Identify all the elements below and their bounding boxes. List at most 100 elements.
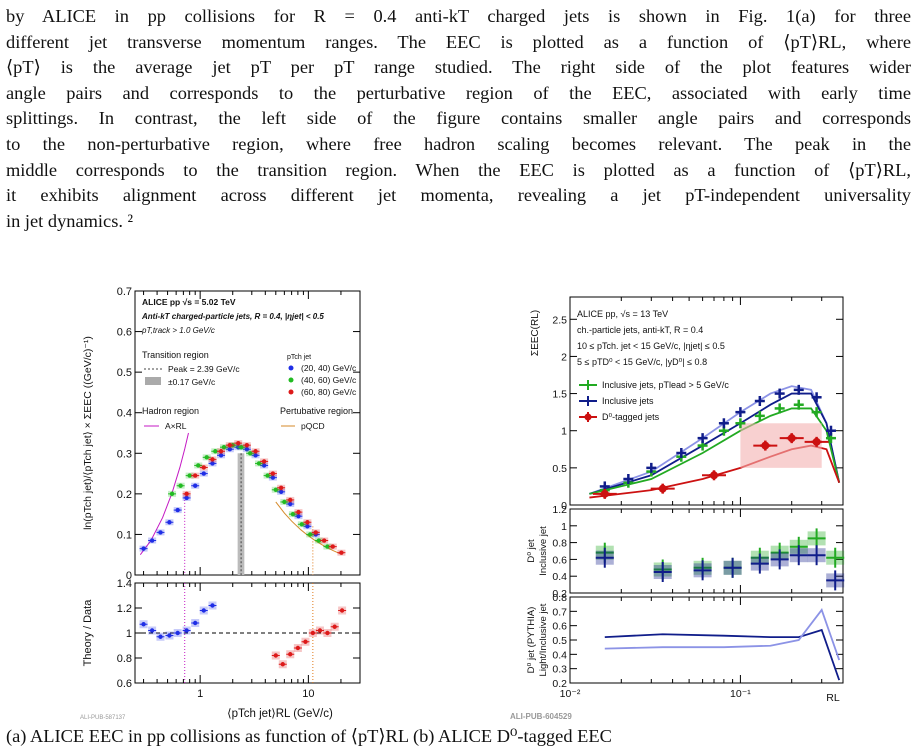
legend-band [145, 377, 161, 385]
pub-label: ALI-PUB-604529 [510, 712, 572, 721]
pythia-ratio-line [604, 628, 841, 681]
legend-label: (60, 80) GeV/c [301, 387, 357, 397]
y-tick-label: 1 [126, 628, 132, 640]
y-tick-label: 0.3 [552, 664, 567, 676]
data-point [221, 445, 227, 450]
data-point [227, 442, 233, 448]
data-point [270, 475, 276, 480]
chart-header: ch.-particle jets, anti-kT, R = 0.4 [577, 325, 703, 335]
y-tick-label: 0.2 [117, 489, 132, 501]
data-point [213, 449, 218, 454]
y-tick-label: 0.4 [552, 649, 567, 661]
legend-label: (40, 60) GeV/c [301, 375, 357, 385]
body-paragraph: by ALICE in pp collisions for R = 0.4 an… [6, 4, 911, 234]
data-point [184, 491, 189, 497]
y-tick-label: 0.3 [117, 448, 132, 460]
ratio-point [317, 628, 323, 633]
ratio-point [158, 634, 163, 639]
pqcd-curve [275, 501, 342, 555]
data-point [308, 532, 313, 537]
ratio-point [141, 622, 146, 627]
y-tick-label: 0.5 [552, 635, 567, 647]
data-point [710, 471, 719, 480]
data-point [339, 550, 344, 555]
figure-left: 0 0.1 0.2 0.3 0.4 0.5 0.6 0.7 0.6 0.8 1 1.2 1.4 1 10 ⟨p… [80, 286, 361, 721]
ratio-point [175, 630, 180, 636]
ratio-label: Light/Inclusive jet [538, 603, 549, 676]
chart-header: ALICE pp √s = 5.02 TeV [142, 297, 236, 307]
paragraph-line: splittings. In contrast, the left side o… [6, 108, 911, 129]
panel-frame [569, 296, 844, 506]
data-point [273, 487, 278, 492]
data-point [256, 461, 262, 466]
panel-frame [569, 508, 844, 594]
data-point [296, 513, 301, 519]
data-point [305, 524, 310, 529]
data-point [296, 509, 301, 515]
y-tick-label: 0.8 [552, 538, 567, 550]
ratio-point [332, 624, 337, 629]
data-point [265, 473, 270, 478]
x-tick-label: 1 [197, 688, 203, 700]
data-point [196, 463, 201, 468]
ratio-point [295, 645, 301, 651]
panel-frame [569, 596, 844, 684]
ratio-point [288, 652, 293, 657]
data-point [761, 441, 770, 450]
legend-label: pQCD [301, 421, 325, 431]
paragraph-line: in jet dynamics. ² [6, 210, 134, 231]
data-point [141, 546, 146, 551]
y-tick-label: 1 [561, 521, 567, 533]
legend-marker [288, 389, 294, 395]
y-tick-label: 0.4 [552, 571, 567, 583]
ratio-point [280, 662, 285, 667]
data-point [184, 495, 189, 501]
legend-label: ±0.17 GeV/c [168, 377, 216, 387]
top-panel-frame [134, 290, 361, 576]
paragraph-line: different jet transverse momentum ranges… [6, 31, 911, 52]
y-axis-label: ΣEEC(RL) [530, 310, 541, 356]
data-point [299, 522, 305, 527]
y-tick-label: 0.8 [117, 653, 132, 665]
hadron-fit-curve [139, 432, 189, 556]
y-tick-label: 0.2 [552, 678, 567, 690]
y-tick-label: 0.7 [117, 286, 132, 298]
figure-right: 0 0.5 1 1.5 2 2.5 0.2 0.4 0.6 0.8 1 1.2 0.2 0.3 0.4 0.5… [510, 296, 845, 721]
data-point [178, 483, 183, 488]
data-point [290, 511, 296, 517]
legend-label: (20, 40) GeV/c [301, 363, 357, 373]
x-tick-label: 10⁻² [560, 688, 581, 700]
chart-header: 5 ≤ pTD⁰ < 15 GeV/c, |yD⁰| ≤ 0.8 [577, 357, 707, 367]
ratio-point [310, 630, 316, 636]
data-point [313, 530, 318, 535]
data-point [175, 507, 180, 513]
y-tick-label: 0 [561, 500, 567, 512]
y-tick-label: 1.2 [117, 603, 132, 615]
ratio-point [325, 630, 330, 636]
y-tick-label: 0.6 [117, 678, 132, 690]
data-point [167, 520, 172, 525]
legend-marker [288, 365, 294, 371]
data-point [210, 457, 215, 462]
y-tick-label: 1.4 [117, 578, 132, 590]
ratio-label: Inclusive jet [538, 526, 549, 576]
y-tick-label: 0.8 [552, 592, 567, 604]
data-point [187, 473, 192, 478]
y-tick-label: 0 [126, 570, 132, 582]
data-point [201, 465, 206, 470]
ratio-label: D⁰ jet (PYTHIA) [526, 607, 537, 674]
data-point [210, 461, 215, 466]
data-point [812, 437, 821, 446]
y-tick-label: 0.5 [552, 463, 567, 475]
legend-label: Inclusive jets [602, 396, 654, 406]
y-tick-label: 1.5 [552, 389, 567, 401]
data-point [278, 489, 284, 495]
y-tick-label: 0.2 [552, 588, 567, 600]
data-point [236, 440, 241, 446]
legend-marker [584, 413, 592, 421]
data-point [227, 447, 233, 452]
legend-label: A×RL [165, 421, 187, 431]
y-tick-label: 2 [561, 351, 567, 363]
ratio-axis-label: Theory / Data [82, 599, 94, 667]
data-point [149, 538, 155, 543]
